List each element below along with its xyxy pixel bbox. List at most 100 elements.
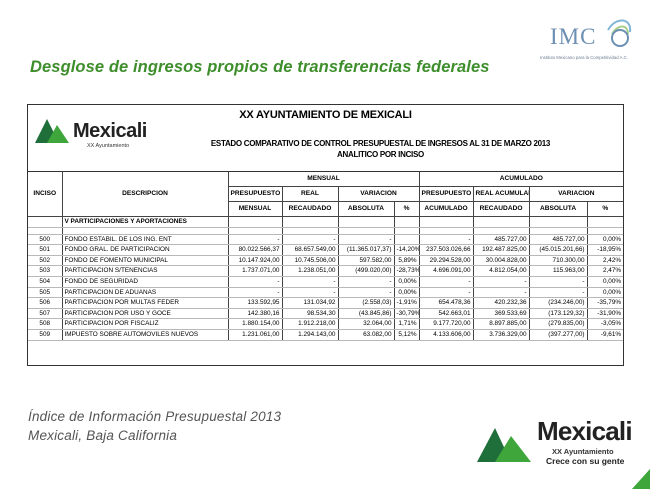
- cell-desc: PARTICIPACION S/TENENCIAS: [62, 265, 229, 277]
- section-title: V PARTICIPACIONES Y APORTACIONES: [62, 216, 229, 228]
- cell-pres-a: 29.294.528,00: [419, 255, 474, 267]
- header-real-acumulado: REAL ACUMULADO: [473, 186, 530, 202]
- cell-var-abs: (2.558,03): [338, 297, 395, 309]
- cell-inciso: 503: [28, 265, 63, 277]
- document-header: Mexicali XX Ayuntamiento XX AYUNTAMIENTO…: [28, 105, 623, 172]
- cell-desc: FONDO DE FOMENTO MUNICIPAL: [62, 255, 229, 267]
- cell-desc: PARTICIPACION DE ADUANAS: [62, 287, 229, 299]
- cell-pres-a: 542.663,01: [419, 308, 474, 320]
- cell-real-a: 369.533,69: [473, 308, 530, 320]
- cell-real-m: -: [282, 287, 339, 299]
- cell-var-abs-a: -: [529, 287, 588, 299]
- cell-pres-m: 1.880.154,00: [228, 318, 283, 330]
- cell-var-pct-a: -3,05%: [587, 318, 624, 330]
- cell-pres-a: 237.503.026,66: [419, 244, 474, 256]
- cell-inciso: 507: [28, 308, 63, 320]
- mexicali-leaf-icon: [35, 119, 69, 143]
- cell-real-a: 8.897.885,00: [473, 318, 530, 330]
- cell-real-a: 4.812.054,00: [473, 265, 530, 277]
- cell-inciso: 501: [28, 244, 63, 256]
- cell-desc: FONDO DE SEGURIDAD: [62, 276, 229, 288]
- table-row: 501 FONDO GRAL. DE PARTICIPACION 80.022.56…: [28, 244, 624, 256]
- cell-var-abs: -: [338, 287, 395, 299]
- cell-pres-a: 654.478,36: [419, 297, 474, 309]
- cell-real-a: -: [473, 276, 530, 288]
- cell-inciso: 500: [28, 234, 63, 246]
- cell-var-pct: 0,00%: [394, 287, 420, 299]
- document-subtitle-1: ESTADO COMPARATIVO DE CONTROL PRESUPUEST…: [210, 139, 551, 148]
- cell-var-abs: 63.082,00: [338, 329, 395, 341]
- table-row: 500 FONDO ESTABIL. DE LOS ING. ENT - - - -485…: [28, 234, 624, 246]
- cell-var-abs: -: [338, 276, 395, 288]
- cell-real-a: 420.232,36: [473, 297, 530, 309]
- header-pct: %: [394, 201, 420, 217]
- cell-pres-m: -: [228, 276, 283, 288]
- cell-var-abs-a: 485.727,00: [529, 234, 588, 246]
- cell-desc: PARTICIPACION POR FISCALIZ: [62, 318, 229, 330]
- corner-accent: [632, 469, 650, 489]
- cell-real-a: 3.736.329,00: [473, 329, 530, 341]
- cell-inciso: 505: [28, 287, 63, 299]
- cell-inciso: 506: [28, 297, 63, 309]
- cell-var-abs: (499.020,00): [338, 265, 395, 277]
- header-pct-acumulado: %: [587, 201, 624, 217]
- cell-inciso: 502: [28, 255, 63, 267]
- cell-pres-a: -: [419, 234, 474, 246]
- footer-line-1: Índice de Información Presupuestal 2013: [28, 409, 282, 424]
- imco-logo-tagline: Instituto Mexicano para la Competitivida…: [540, 55, 628, 60]
- cell-real-m: 131.034,92: [282, 297, 339, 309]
- header-acumulado: ACUMULADO: [419, 172, 624, 187]
- cell-var-abs: 32.064,00: [338, 318, 395, 330]
- table-row: 508 PARTICIPACION POR FISCALIZ 1.880.154,0…: [28, 318, 624, 330]
- header-sub-mensual: MENSUAL: [228, 201, 283, 217]
- document-subtitle-2: ANALITICO POR INCISO: [337, 150, 424, 159]
- header-variacion: VARIACION: [338, 186, 420, 202]
- cell-var-abs-a: (279.835,00): [529, 318, 588, 330]
- cell-var-pct: 1,71%: [394, 318, 420, 330]
- cell-var-pct-a: -31,90%: [587, 308, 624, 320]
- header-variacion-acumulado: VARIACION: [529, 186, 624, 202]
- header-absoluta-acumulado: ABSOLUTA: [529, 201, 588, 217]
- cell-real-m: 1.294.143,00: [282, 329, 339, 341]
- table-row: 507 PARTICIPACION POR USO Y GOCE 142.380,1…: [28, 308, 624, 320]
- cell-var-abs-a: (45.015.201,66): [529, 244, 588, 256]
- cell-real-m: 1.912.218,00: [282, 318, 339, 330]
- cell-real-a: 485.727,00: [473, 234, 530, 246]
- header-presupuesto: PRESUPUESTO: [228, 186, 283, 202]
- cell-var-pct: -28,73%: [394, 265, 420, 277]
- cell-real-a: 192.487.825,00: [473, 244, 530, 256]
- cell-var-pct-a: -9,61%: [587, 329, 624, 341]
- cell-var-abs-a: (397.277,00): [529, 329, 588, 341]
- cell-real-a: 30.004.828,00: [473, 255, 530, 267]
- cell-pres-m: 1.737.071,00: [228, 265, 283, 277]
- table-row: 504 FONDO DE SEGURIDAD - - -0,00% - - -0,00%: [28, 276, 624, 288]
- cell-pres-m: -: [228, 234, 283, 246]
- header-recaudado-acumulado: RECAUDADO: [473, 201, 530, 217]
- cell-var-pct-a: 0,00%: [587, 287, 624, 299]
- cell-var-abs-a: (173.129,32): [529, 308, 588, 320]
- cell-real-m: -: [282, 234, 339, 246]
- cell-var-abs: 597.582,00: [338, 255, 395, 267]
- cell-desc: PARTICIPACION POR USO Y GOCE: [62, 308, 229, 320]
- cell-desc: FONDO ESTABIL. DE LOS ING. ENT: [62, 234, 229, 246]
- header-real: REAL: [282, 186, 339, 202]
- cell-var-abs: (43.845,86): [338, 308, 395, 320]
- budget-table: INCISO DESCRIPCION MENSUAL ACUMULADO PRE…: [28, 172, 624, 341]
- imco-logo-name: IMC: [550, 24, 597, 49]
- cell-pres-a: -: [419, 276, 474, 288]
- table-row: 506 PARTICIPACION POR MULTAS FEDER 133.592…: [28, 297, 624, 309]
- cell-real-a: -: [473, 287, 530, 299]
- table-row: 509 IMPUESTO SOBRE AUTOMOVILES NUEVOS 1.23…: [28, 329, 624, 341]
- footer-text: Índice de Información Presupuestal 2013 …: [28, 407, 281, 445]
- cell-pres-a: 4.696.091,00: [419, 265, 474, 277]
- cell-var-pct-a: 0,00%: [587, 234, 624, 246]
- cell-var-abs-a: 115.963,00: [529, 265, 588, 277]
- cell-var-pct: 5,12%: [394, 329, 420, 341]
- cell-pres-a: -: [419, 287, 474, 299]
- header-descripcion: DESCRIPCION: [62, 172, 229, 217]
- cell-real-m: -: [282, 276, 339, 288]
- header-mensual: MENSUAL: [228, 172, 420, 187]
- cell-var-abs-a: (234.246,00): [529, 297, 588, 309]
- cell-var-abs: (11.365.017,37): [338, 244, 395, 256]
- mexicali-logo-slogan: Crece con su gente: [546, 456, 625, 466]
